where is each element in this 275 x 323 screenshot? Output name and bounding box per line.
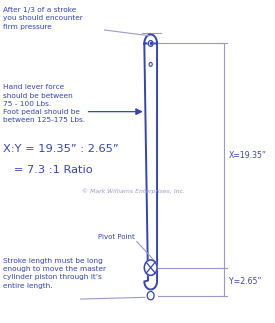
- Text: © Mark Williams Enterprises, Inc.: © Mark Williams Enterprises, Inc.: [82, 189, 185, 194]
- Circle shape: [148, 41, 153, 47]
- Text: Y=2.65”: Y=2.65”: [229, 277, 262, 286]
- Text: Pivot Point: Pivot Point: [98, 234, 135, 240]
- Text: X=19.35”: X=19.35”: [229, 151, 267, 160]
- Circle shape: [147, 291, 154, 300]
- Circle shape: [149, 62, 152, 66]
- Circle shape: [144, 260, 157, 275]
- Text: After 1/3 of a stroke
you should encounter
firm pressure: After 1/3 of a stroke you should encount…: [3, 7, 83, 30]
- Text: X:Y = 19.35” : 2.65”: X:Y = 19.35” : 2.65”: [3, 144, 119, 154]
- Text: = 7.3 :1 Ratio: = 7.3 :1 Ratio: [3, 165, 93, 175]
- Text: Hand lever force
should be between
75 - 100 Lbs.
Foot pedal should be
between 12: Hand lever force should be between 75 - …: [3, 84, 86, 123]
- Text: Stroke length must be long
enough to move the master
cylinder piston through it’: Stroke length must be long enough to mov…: [3, 258, 106, 289]
